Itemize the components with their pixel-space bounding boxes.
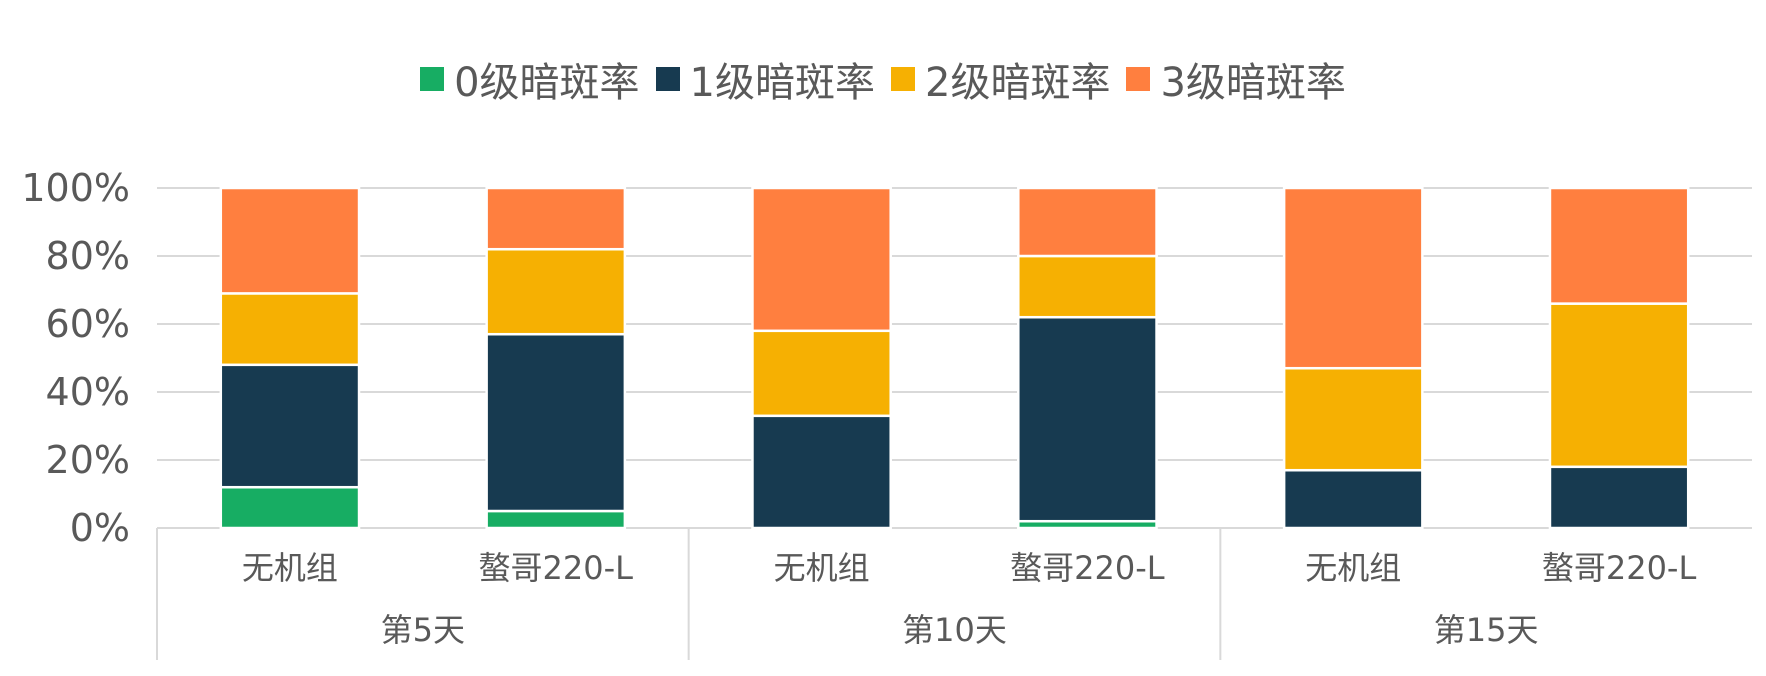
category-label: 螯哥220-L (479, 549, 634, 587)
y-tick-label: 80% (46, 234, 130, 278)
bar-segment (219, 186, 361, 295)
bar-segment (1017, 315, 1158, 523)
legend-swatch (891, 67, 915, 91)
bar-segment (219, 363, 361, 489)
category-label: 无机组 (242, 549, 338, 587)
bar-segment (1548, 302, 1690, 469)
bar-segment (1282, 186, 1424, 370)
legend-item: 1级暗斑率 (655, 50, 875, 108)
bar-segment (485, 509, 627, 530)
legend-label: 0级暗斑率 (454, 60, 640, 106)
legend-swatch (1126, 67, 1151, 91)
group-label: 第15天 (1434, 611, 1539, 649)
category-label: 无机组 (1305, 549, 1401, 587)
bar-segment (219, 485, 361, 530)
y-tick-label: 40% (46, 370, 130, 414)
bar-segment (1017, 186, 1158, 258)
group-label: 第10天 (902, 611, 1007, 649)
legend-item: 0级暗斑率 (420, 50, 640, 108)
legend: 0级暗斑率 1级暗斑率 2级暗斑率 3级暗斑率 (0, 50, 1766, 108)
bar-segment (485, 332, 627, 513)
legend-item: 2级暗斑率 (891, 50, 1110, 108)
legend-label: 2级暗斑率 (925, 60, 1111, 106)
legend-swatch (420, 67, 445, 91)
bar-segment (751, 329, 892, 418)
category-label: 螯哥220-L (1010, 549, 1165, 587)
y-tick-label: 20% (46, 438, 130, 482)
bar-segment (1548, 465, 1690, 530)
bar-segment (219, 292, 361, 367)
bar-segment (1017, 254, 1158, 319)
bar-segment (1282, 468, 1424, 530)
legend-item: 3级暗斑率 (1126, 50, 1346, 108)
category-label: 螯哥220-L (1542, 549, 1697, 587)
group-label: 第5天 (381, 611, 465, 649)
legend-label: 3级暗斑率 (1160, 60, 1346, 106)
y-tick-label: 0% (70, 506, 130, 550)
bar-segment (1282, 366, 1424, 472)
y-tick-label: 60% (46, 302, 130, 346)
y-tick-label: 100% (21, 166, 130, 210)
bar-segment (485, 247, 627, 336)
legend-swatch (655, 67, 680, 91)
category-label: 无机组 (774, 549, 870, 587)
bar-segment (485, 186, 627, 251)
bar-segment (1548, 186, 1690, 305)
bar-segment (751, 186, 892, 333)
legend-label: 1级暗斑率 (689, 60, 875, 106)
bar-segment (751, 414, 892, 530)
